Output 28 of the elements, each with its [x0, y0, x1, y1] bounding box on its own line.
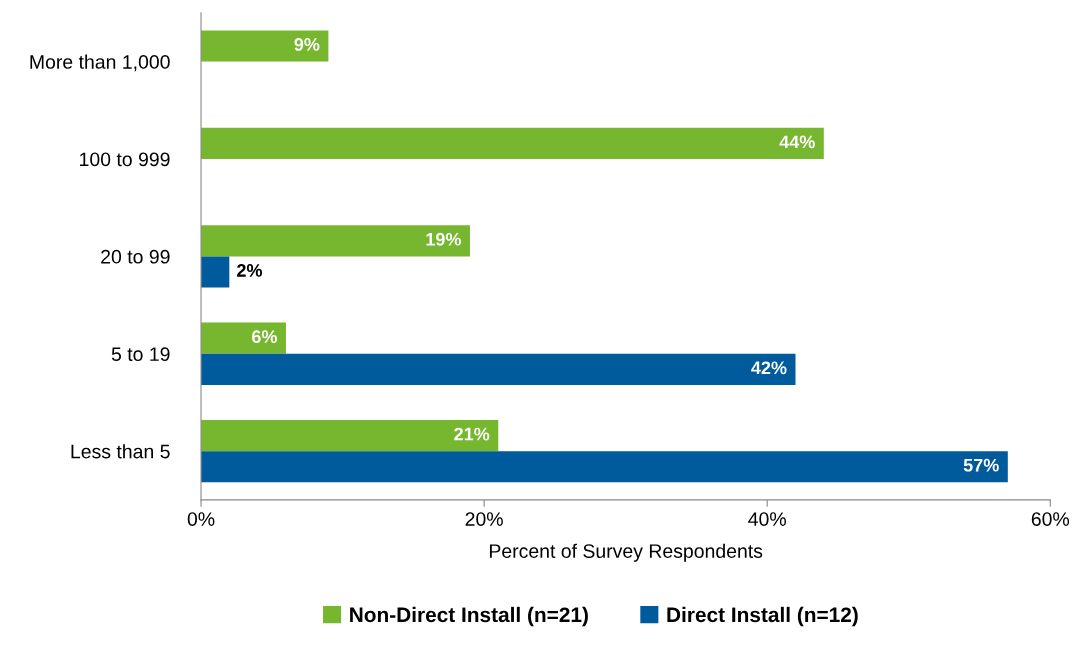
x-tick-label: 60% [1031, 512, 1070, 526]
data-label: 9% [294, 38, 320, 51]
legend-label: Direct Install (n=12) [667, 606, 858, 627]
bar [201, 322, 286, 354]
y-tick-label: More than 1,000 [30, 54, 170, 72]
bar [201, 225, 470, 257]
y-tick-label: 20 to 99 [101, 249, 170, 264]
bar [201, 127, 824, 159]
data-label: 2% [237, 264, 263, 277]
x-axis-title: Percent of Survey Respondents [489, 543, 763, 562]
data-label: 44% [779, 135, 815, 149]
data-label: 19% [426, 232, 461, 246]
x-tick-label: 0% [187, 512, 215, 526]
data-label: 6% [252, 330, 277, 344]
y-tick-label: 100 to 999 [80, 152, 170, 167]
x-tick-label: 40% [748, 512, 786, 526]
y-tick-label: 5 to 19 [111, 347, 170, 362]
data-label: 21% [454, 427, 490, 441]
y-tick-label: Less than 5 [71, 444, 170, 459]
data-label: 42% [751, 361, 787, 375]
legend-label: Non-Direct Install (n=21) [350, 606, 588, 627]
bar [201, 30, 329, 62]
bar [201, 256, 230, 288]
x-tick-label: 20% [465, 512, 503, 526]
bar [201, 451, 1008, 483]
bar [201, 420, 499, 452]
bar [201, 353, 796, 385]
data-label: 57% [963, 458, 999, 472]
